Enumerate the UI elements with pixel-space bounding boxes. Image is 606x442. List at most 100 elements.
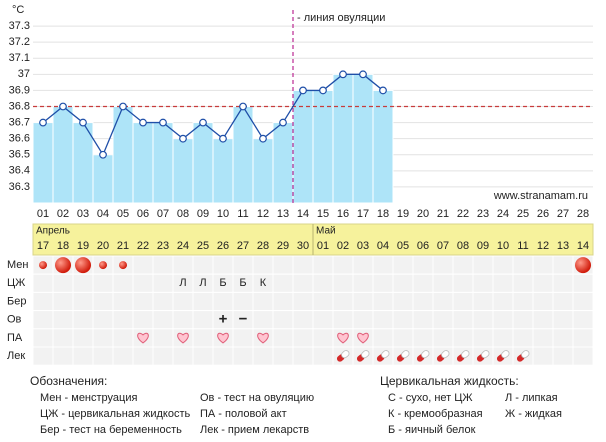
cm-mark: К <box>260 277 267 289</box>
legend-item: Ж - жидкая <box>505 408 562 420</box>
x-tick-label: 28 <box>577 208 589 220</box>
cm-mark: Л <box>199 277 206 289</box>
calendar-date: 19 <box>77 240 89 252</box>
calendar-date: 06 <box>417 240 429 252</box>
calendar-date: 09 <box>477 240 489 252</box>
calendar-date: 26 <box>217 240 229 252</box>
month-name: Май <box>316 226 336 237</box>
calendar-date: 10 <box>497 240 509 252</box>
legend-item: ПА - половой акт <box>200 408 287 420</box>
calendar-date: 07 <box>437 240 449 252</box>
temperature-point <box>259 134 267 143</box>
x-tick-label: 07 <box>157 208 169 220</box>
calendar-date: 02 <box>337 240 349 252</box>
pill-mark <box>436 350 450 362</box>
bar <box>352 73 374 204</box>
bar <box>152 122 174 204</box>
heart-mark <box>217 332 229 344</box>
x-tick-label: 09 <box>197 208 209 220</box>
bar <box>112 106 134 204</box>
calendar-date: 08 <box>457 240 469 252</box>
bar <box>192 122 214 204</box>
x-tick-label: 05 <box>117 208 129 220</box>
temperature-point <box>179 134 187 143</box>
legend-item: Л - липкая <box>505 392 558 404</box>
temperature-point <box>319 86 327 95</box>
heart-mark <box>357 332 369 344</box>
cm-mark: Б <box>239 277 246 289</box>
ovulation-test: + <box>219 311 228 328</box>
ovulation-test: − <box>239 311 248 328</box>
legend-item: Ов - тест на овуляцию <box>200 392 314 404</box>
x-tick-label: 25 <box>517 208 529 220</box>
x-tick-label: 02 <box>57 208 69 220</box>
temperature-point <box>159 118 167 127</box>
bar <box>132 122 154 204</box>
y-tick-label: 36.9 <box>9 84 30 96</box>
pill-mark <box>456 350 470 362</box>
bar <box>292 89 314 204</box>
calendar-date: 25 <box>197 240 209 252</box>
y-unit: °C <box>12 4 24 16</box>
calendar-date: 17 <box>37 240 49 252</box>
bar <box>332 73 354 204</box>
ovulation-label: - линия овуляции <box>297 12 385 24</box>
temperature-point <box>139 118 147 127</box>
calendar-date: 04 <box>377 240 389 252</box>
legend-item: Мен - менструация <box>40 392 137 404</box>
menstruation-mark <box>99 261 107 270</box>
temperature-point <box>279 118 287 127</box>
x-tick-label: 22 <box>457 208 469 220</box>
pill-half <box>361 350 370 359</box>
temperature-point <box>219 134 227 143</box>
temperature-point <box>299 86 307 95</box>
pill-mark <box>356 350 370 362</box>
y-tick-label: 36.5 <box>9 149 30 161</box>
y-tick-label: 36.6 <box>9 133 30 145</box>
y-tick-label: 36.8 <box>9 100 30 112</box>
menstruation-mark <box>75 257 91 274</box>
heart-mark <box>137 332 149 344</box>
temperature-point <box>239 102 247 111</box>
legend-item: Лек - прием лекарств <box>200 424 309 436</box>
menstruation-mark <box>55 257 71 274</box>
x-tick-label: 26 <box>537 208 549 220</box>
pill-mark <box>336 350 350 362</box>
calendar-date: 22 <box>137 240 149 252</box>
bar <box>272 122 294 204</box>
x-tick-label: 08 <box>177 208 189 220</box>
pill-half <box>481 350 490 359</box>
bar <box>172 138 194 204</box>
row-label: ЦЖ <box>7 277 25 289</box>
calendar-date: 24 <box>177 240 189 252</box>
x-tick-label: 15 <box>317 208 329 220</box>
x-tick-label: 24 <box>497 208 509 220</box>
menstruation-mark <box>119 261 127 270</box>
x-tick-label: 04 <box>97 208 109 220</box>
calendar-date: 21 <box>117 240 129 252</box>
x-tick-label: 18 <box>377 208 389 220</box>
menstruation-mark <box>39 261 47 270</box>
calendar-date: 18 <box>57 240 69 252</box>
temperature-point <box>359 70 367 79</box>
legend-item: К - кремообразная <box>388 408 483 420</box>
x-tick-label: 01 <box>37 208 49 220</box>
bar <box>92 154 114 204</box>
temperature-point <box>339 70 347 79</box>
temperature-point <box>79 118 87 127</box>
pill-mark <box>376 350 390 362</box>
bar <box>252 138 274 204</box>
pill-mark <box>496 350 510 362</box>
pill-mark <box>416 350 430 362</box>
x-tick-label: 11 <box>237 208 248 220</box>
heart-mark <box>337 332 349 344</box>
legend-item: Б - яичный белок <box>388 424 476 436</box>
x-tick-label: 17 <box>357 208 369 220</box>
legend-item: С - сухо, нет ЦЖ <box>388 392 473 404</box>
bar <box>372 89 394 204</box>
heart-mark <box>257 332 269 344</box>
temperature-point <box>379 86 387 95</box>
row-label: Лек <box>7 350 25 362</box>
legend-item: ЦЖ - цервикальная жидкость <box>40 408 191 420</box>
